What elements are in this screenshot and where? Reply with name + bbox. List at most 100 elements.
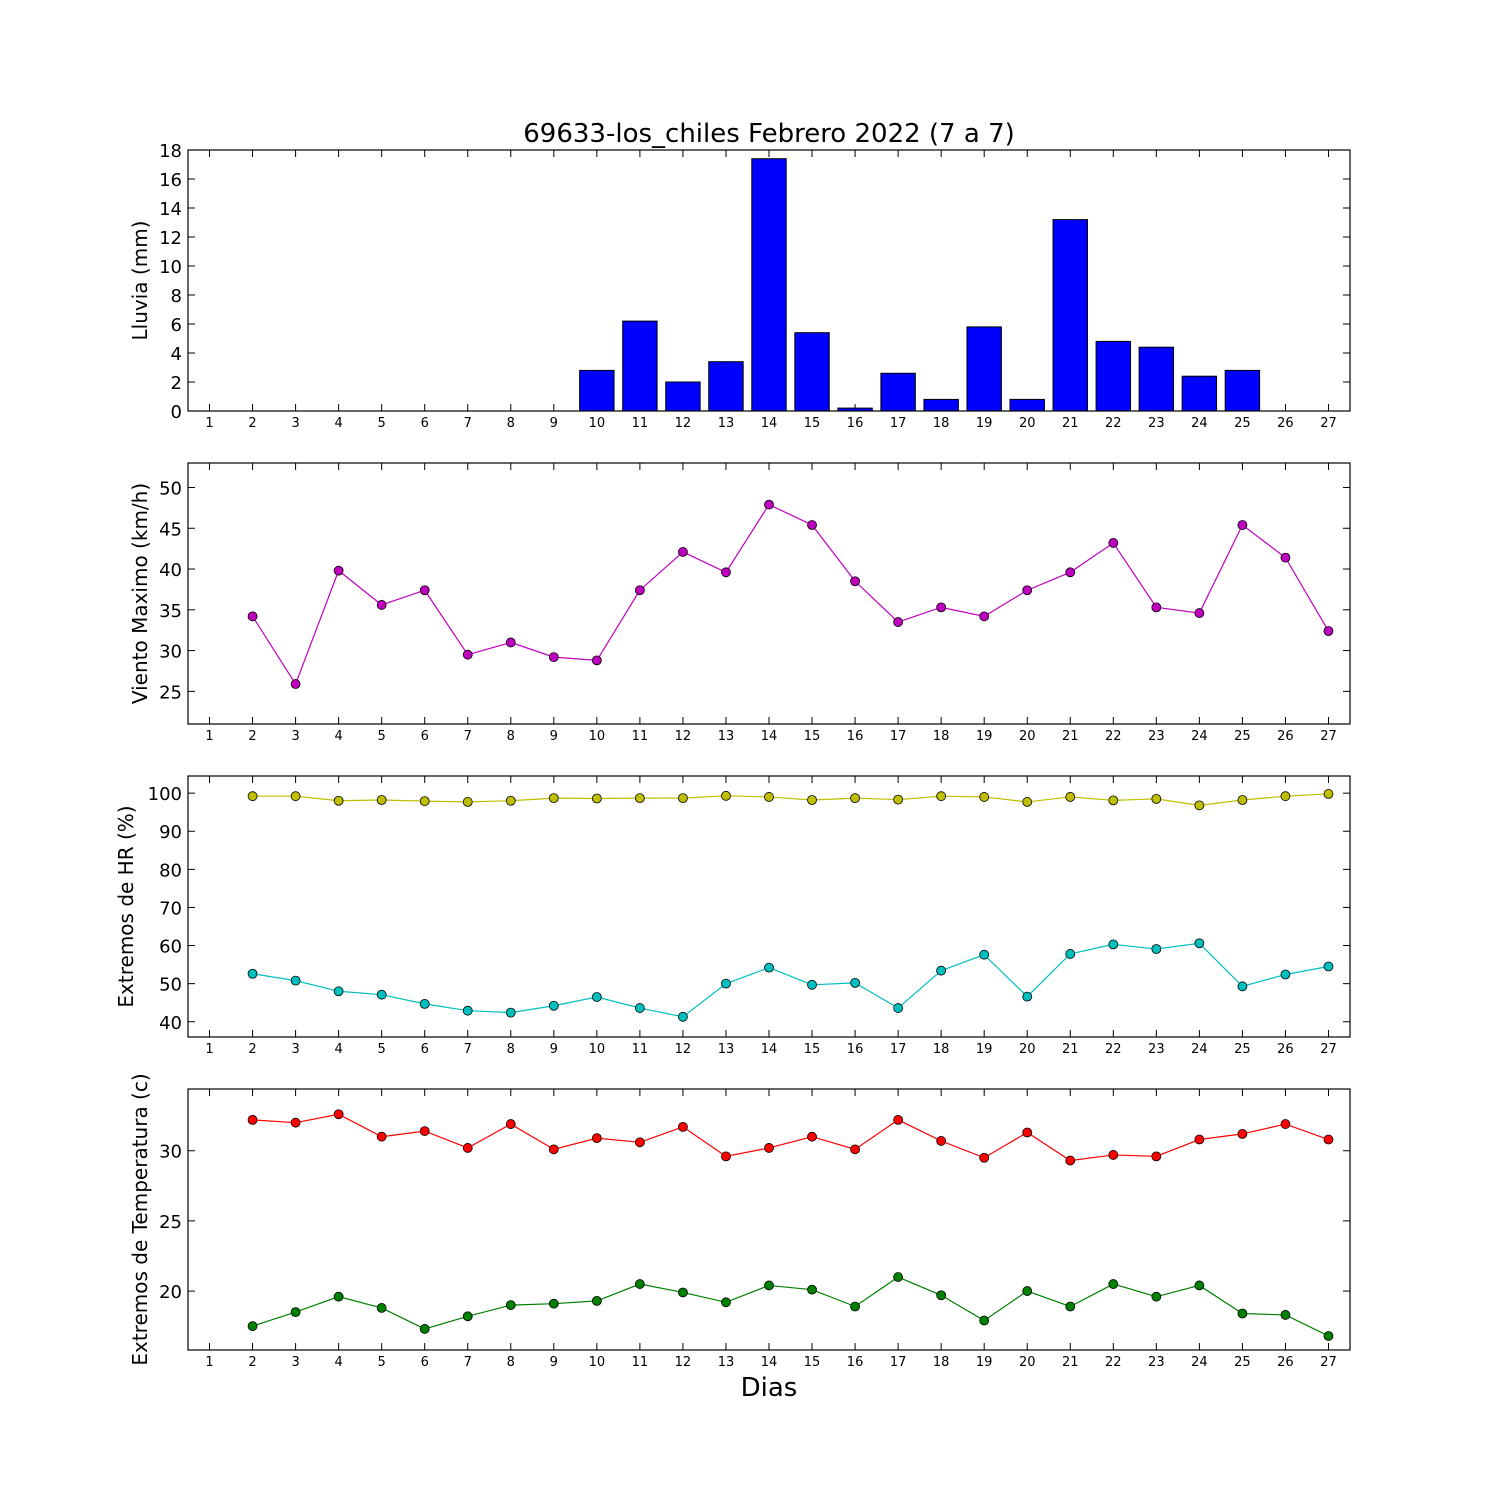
y-tick-label: 20 xyxy=(159,1282,182,1303)
data-point xyxy=(376,989,387,1000)
x-tick-label: 4 xyxy=(334,1042,342,1057)
x-tick-label: 19 xyxy=(976,1042,993,1057)
data-point xyxy=(376,1303,387,1313)
data-point xyxy=(936,965,947,976)
x-tick-label: 14 xyxy=(761,729,778,744)
x-tick-label: 17 xyxy=(890,416,907,431)
bar xyxy=(1224,369,1261,412)
x-tick-label: 6 xyxy=(421,729,429,744)
y-tick-label: 25 xyxy=(159,1212,182,1233)
data-point xyxy=(893,617,904,627)
series-line xyxy=(252,1276,1329,1337)
x-tick-label: 2 xyxy=(248,1042,256,1057)
x-tick-label: 13 xyxy=(718,1042,735,1057)
data-point xyxy=(591,1133,602,1144)
data-point xyxy=(1237,1129,1248,1139)
bar xyxy=(1009,398,1045,412)
data-point xyxy=(807,795,817,805)
x-tick-label: 23 xyxy=(1148,416,1165,431)
data-point xyxy=(333,795,344,806)
data-point xyxy=(462,649,473,660)
y-axis-label: Lluvia (mm) xyxy=(128,221,152,341)
data-point xyxy=(1280,1310,1291,1320)
bar xyxy=(622,320,658,412)
axes-frame xyxy=(187,149,1351,412)
x-tick-label: 22 xyxy=(1105,1355,1122,1370)
data-point xyxy=(936,1136,947,1146)
x-tick-label: 5 xyxy=(378,416,386,431)
data-point xyxy=(290,791,301,802)
x-tick-label: 15 xyxy=(804,416,821,431)
data-point xyxy=(850,576,860,587)
y-tick-label: 100 xyxy=(148,784,182,805)
data-point xyxy=(591,793,602,804)
data-point xyxy=(1323,961,1334,972)
data-point xyxy=(1194,608,1205,618)
x-tick-label: 8 xyxy=(507,1355,515,1370)
x-tick-label: 17 xyxy=(890,1042,907,1057)
bar xyxy=(923,398,959,412)
x-tick-label: 26 xyxy=(1277,729,1294,744)
bar xyxy=(1095,340,1132,412)
data-point xyxy=(1323,789,1334,799)
series-line xyxy=(252,793,1329,806)
data-point xyxy=(1065,567,1076,578)
data-point xyxy=(505,1119,516,1129)
y-tick-label: 70 xyxy=(159,898,182,919)
x-tick-label: 12 xyxy=(675,729,692,744)
data-point xyxy=(462,797,473,807)
x-tick-label: 24 xyxy=(1191,416,1208,431)
x-tick-label: 23 xyxy=(1148,1355,1165,1370)
x-tick-label: 12 xyxy=(675,416,692,431)
data-point xyxy=(419,1324,430,1334)
data-point xyxy=(1280,552,1291,563)
data-point xyxy=(1151,793,1162,804)
x-tick-label: 8 xyxy=(507,1042,515,1057)
data-point xyxy=(462,1311,473,1322)
x-tick-label: 16 xyxy=(847,729,864,744)
y-tick-label: 16 xyxy=(159,170,182,191)
x-tick-label: 5 xyxy=(378,1355,386,1370)
data-point xyxy=(290,975,301,986)
data-point xyxy=(247,791,258,802)
bar xyxy=(751,158,787,412)
x-tick-label: 19 xyxy=(976,416,993,431)
x-tick-label: 9 xyxy=(550,416,558,431)
x-tick-label: 11 xyxy=(632,1042,649,1057)
y-tick-label: 10 xyxy=(159,257,182,278)
x-tick-label: 23 xyxy=(1148,1042,1165,1057)
data-point xyxy=(721,978,731,989)
series-line xyxy=(252,503,1329,686)
x-tick-label: 14 xyxy=(761,416,778,431)
x-tick-label: 16 xyxy=(847,416,864,431)
x-tick-label: 6 xyxy=(421,1355,429,1370)
x-tick-label: 10 xyxy=(589,729,606,744)
data-point xyxy=(1323,626,1334,636)
data-point xyxy=(1194,1280,1205,1291)
axes-frame xyxy=(187,462,1351,725)
x-tick-label: 9 xyxy=(550,729,558,744)
x-tick-label: 22 xyxy=(1105,729,1122,744)
data-point xyxy=(1065,949,1076,959)
x-tick-label: 16 xyxy=(847,1042,864,1057)
data-point xyxy=(1065,1155,1076,1166)
x-tick-label: 15 xyxy=(804,1042,821,1057)
y-tick-label: 0 xyxy=(171,402,182,423)
data-point xyxy=(1108,538,1119,548)
data-point xyxy=(1237,981,1248,992)
data-point xyxy=(1108,1150,1119,1160)
data-point xyxy=(979,792,990,802)
x-tick-label: 26 xyxy=(1277,416,1294,431)
x-tick-label: 2 xyxy=(248,1355,256,1370)
x-tick-label: 15 xyxy=(804,1355,821,1370)
data-point xyxy=(721,1151,731,1162)
x-tick-label: 20 xyxy=(1019,729,1036,744)
data-point xyxy=(1065,1301,1076,1312)
x-tick-label: 7 xyxy=(464,729,472,744)
x-tick-label: 18 xyxy=(933,729,950,744)
axes-frame xyxy=(187,775,1351,1038)
bar xyxy=(665,381,701,412)
x-tick-label: 24 xyxy=(1191,1355,1208,1370)
data-point xyxy=(807,520,817,530)
